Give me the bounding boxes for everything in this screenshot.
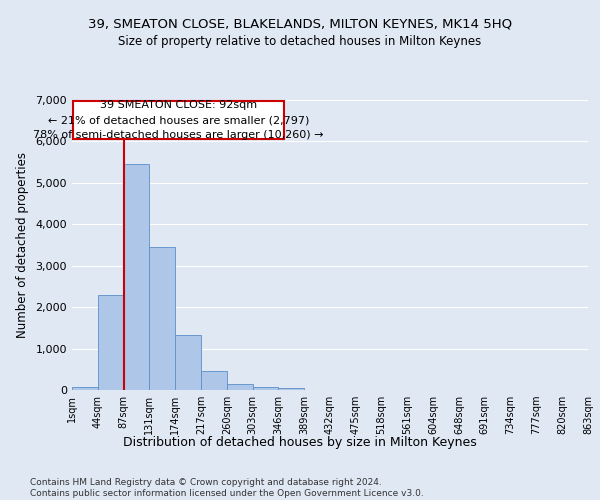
- Bar: [124, 164, 149, 390]
- Bar: [98, 294, 124, 390]
- Bar: [175, 336, 201, 390]
- Y-axis label: Number of detached properties: Number of detached properties: [16, 152, 29, 338]
- Bar: [201, 371, 227, 390]
- Text: Distribution of detached houses by size in Milton Keynes: Distribution of detached houses by size …: [123, 436, 477, 449]
- Text: 39 SMEATON CLOSE: 92sqm
← 21% of detached houses are smaller (2,797)
78% of semi: 39 SMEATON CLOSE: 92sqm ← 21% of detache…: [33, 100, 323, 140]
- Text: Size of property relative to detached houses in Milton Keynes: Size of property relative to detached ho…: [118, 35, 482, 48]
- Bar: [72, 387, 98, 390]
- Text: Contains HM Land Registry data © Crown copyright and database right 2024.
Contai: Contains HM Land Registry data © Crown c…: [30, 478, 424, 498]
- Bar: [149, 247, 175, 390]
- Bar: [227, 384, 253, 390]
- Bar: [253, 386, 278, 390]
- Text: 39, SMEATON CLOSE, BLAKELANDS, MILTON KEYNES, MK14 5HQ: 39, SMEATON CLOSE, BLAKELANDS, MILTON KE…: [88, 18, 512, 30]
- Bar: [278, 388, 304, 390]
